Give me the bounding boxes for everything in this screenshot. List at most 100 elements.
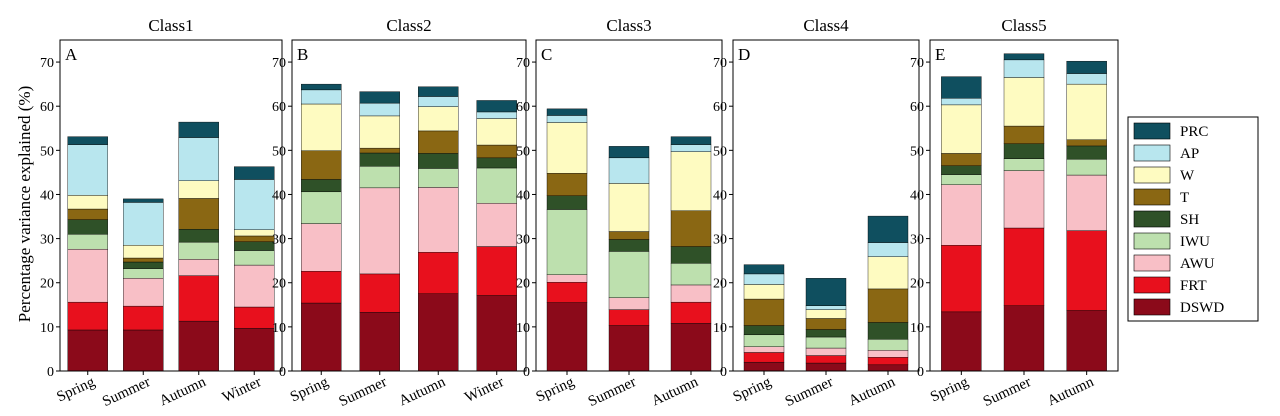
y-tick-label: 40 xyxy=(40,188,54,203)
bar-segment-frt xyxy=(67,301,108,331)
panel-d: Class4 0 10 20 30 40 50 60 70 Spring Summer Autumn D xyxy=(713,16,920,410)
bar-segment-iwu xyxy=(867,339,909,351)
x-tick-label: Summer xyxy=(981,374,1034,410)
bar-segment-awu xyxy=(418,187,459,253)
bar-segment-iwu xyxy=(476,167,517,204)
legend-item-w: W xyxy=(1133,166,1195,184)
bar-segment-frt xyxy=(1066,230,1107,311)
bar-segment-prc xyxy=(234,166,275,180)
y-tick-label: 60 xyxy=(516,100,530,115)
legend-label: IWU xyxy=(1180,234,1210,250)
panel-letter: E xyxy=(935,45,945,64)
bar-segment-awu xyxy=(476,203,517,247)
legend-label: PRC xyxy=(1180,124,1208,140)
bar-segment-w xyxy=(805,309,847,319)
bar-segment-iwu xyxy=(670,263,712,286)
y-tick-label: 10 xyxy=(713,321,727,336)
bar-segment-awu xyxy=(234,264,275,308)
x-tick-label: Summer xyxy=(586,374,639,410)
y-tick-label: 30 xyxy=(40,233,54,248)
legend-item-prc: PRC xyxy=(1133,122,1208,140)
bar-segment-iwu xyxy=(359,166,400,189)
panel-letter: D xyxy=(738,45,750,64)
bar-segment-frt xyxy=(743,352,785,363)
y-tick-label: 40 xyxy=(713,188,727,203)
y-tick-label: 60 xyxy=(40,100,54,115)
y-axis-label: Percentage variance explained (%) xyxy=(15,86,34,322)
bar-segment-t xyxy=(1066,139,1107,147)
y-tick-label: 60 xyxy=(910,100,924,115)
bar-segment-dswd xyxy=(418,293,459,372)
bar-segment-t xyxy=(476,144,517,159)
x-tick-label: Winter xyxy=(220,374,264,406)
bar-segment-sh xyxy=(867,322,909,340)
y-tick-label: 70 xyxy=(910,56,924,71)
legend-item-dswd: DSWD xyxy=(1133,298,1224,316)
bar-segment-t xyxy=(301,150,342,180)
panel-title: Class5 xyxy=(1001,16,1046,35)
bar-segment-iwu xyxy=(1003,158,1045,171)
legend-item-iwu: IWU xyxy=(1133,232,1210,250)
bar-segment-sh xyxy=(805,329,847,338)
bar-segment-dswd xyxy=(476,295,517,372)
bar-segment-sh xyxy=(418,153,459,169)
bar-segment-sh xyxy=(123,261,164,269)
y-tick-label: 30 xyxy=(910,233,924,248)
bar-segment-prc xyxy=(608,146,650,159)
bar-segment-awu xyxy=(1066,174,1107,231)
bar-segment-sh xyxy=(234,241,275,251)
bar-segment-t xyxy=(418,130,459,154)
bar-segment-frt xyxy=(867,357,909,366)
bar-segment-awu xyxy=(123,278,164,307)
legend-label: T xyxy=(1180,190,1189,206)
bar-segment-prc xyxy=(1003,53,1045,61)
bar-segment-prc xyxy=(1066,60,1107,74)
bar-segment-dswd xyxy=(867,364,909,372)
y-tick-label: 10 xyxy=(516,321,530,336)
bar-segment-prc xyxy=(743,264,785,275)
bar-segment-dswd xyxy=(546,302,588,372)
legend-item-frt: FRT xyxy=(1133,276,1207,294)
y-tick-label: 0 xyxy=(720,365,727,380)
bar-segment-frt xyxy=(123,305,164,331)
bar-segment-dswd xyxy=(301,302,342,372)
x-tick-label: Spring xyxy=(731,374,774,406)
bar-segment-w xyxy=(359,115,400,149)
bar-segment-sh xyxy=(67,219,108,235)
bar-segment-sh xyxy=(670,246,712,264)
bar-segment-iwu xyxy=(418,168,459,188)
bar-segment-iwu xyxy=(941,174,982,185)
y-tick-label: 20 xyxy=(272,277,286,292)
bar-segment-w xyxy=(608,183,650,232)
bar-segment-prc xyxy=(546,108,588,116)
bar-segment-frt xyxy=(608,309,650,326)
bar-segment-sh xyxy=(476,157,517,169)
bar-segment-iwu xyxy=(1066,158,1107,176)
bar-segment-sh xyxy=(178,229,219,243)
bar-segment-frt xyxy=(178,275,219,322)
x-tick-label: Autumn xyxy=(397,374,449,409)
bar-segment-awu xyxy=(743,346,785,353)
legend-swatch xyxy=(1133,144,1171,162)
bar-segment-prc xyxy=(805,278,847,306)
bar-segment-frt xyxy=(941,245,982,313)
bar-segment-ap xyxy=(670,144,712,152)
bar-segment-w xyxy=(1003,77,1045,127)
bar-segment-frt xyxy=(418,252,459,294)
bar-segment-prc xyxy=(178,121,219,138)
bar-segment-dswd xyxy=(123,329,164,372)
bar-segment-awu xyxy=(67,248,108,303)
bar-segment-t xyxy=(743,298,785,326)
bar-segment-prc xyxy=(123,198,164,203)
bar-segment-prc xyxy=(670,136,712,145)
bar-segment-t xyxy=(234,235,275,242)
bar-segment-ap xyxy=(123,202,164,246)
bar-segment-ap xyxy=(608,157,650,184)
bar-segment-t xyxy=(941,153,982,166)
y-tick-label: 0 xyxy=(47,365,54,380)
bar-segment-sh xyxy=(359,152,400,167)
bar-segment-ap xyxy=(743,273,785,285)
y-tick-label: 30 xyxy=(272,233,286,248)
